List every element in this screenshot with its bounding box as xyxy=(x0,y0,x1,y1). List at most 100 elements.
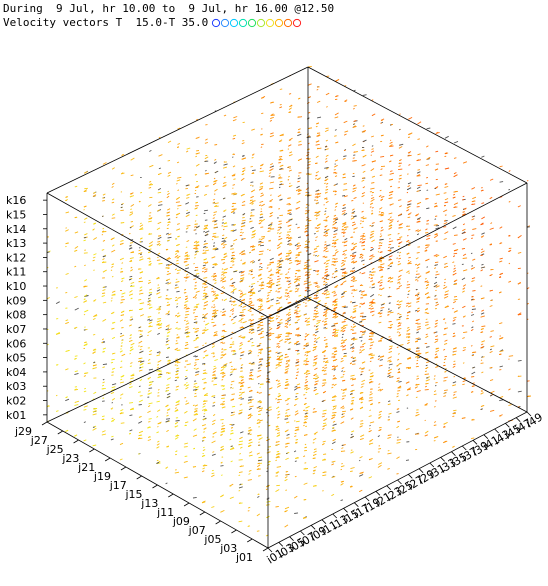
velocity-vector xyxy=(343,324,348,327)
velocity-vector xyxy=(279,106,283,109)
velocity-vector xyxy=(257,434,262,437)
velocity-vector xyxy=(304,397,307,400)
velocity-vector xyxy=(259,358,262,360)
velocity-vector xyxy=(277,395,282,398)
velocity-vector xyxy=(294,512,299,514)
velocity-vector xyxy=(192,418,197,422)
velocity-vector xyxy=(341,291,345,295)
velocity-vector xyxy=(388,224,392,227)
velocity-vector xyxy=(517,313,520,316)
velocity-vector xyxy=(379,220,383,223)
velocity-vector xyxy=(371,113,376,117)
velocity-vector xyxy=(195,136,200,139)
velocity-vector xyxy=(295,334,300,336)
velocity-vector xyxy=(222,323,226,326)
velocity-vector xyxy=(416,346,419,349)
velocity-vector xyxy=(185,276,190,279)
velocity-vector xyxy=(167,171,172,174)
velocity-vector xyxy=(238,319,243,322)
velocity-vector xyxy=(343,183,346,185)
velocity-vector xyxy=(55,410,59,412)
velocity-vector xyxy=(407,185,411,188)
velocity-vector xyxy=(342,241,347,243)
velocity-vector xyxy=(156,443,160,446)
velocity-vector xyxy=(102,366,105,369)
velocity-vector xyxy=(251,344,255,347)
velocity-vector xyxy=(305,224,308,227)
velocity-vector xyxy=(324,302,327,305)
velocity-vector xyxy=(343,355,347,358)
velocity-vector xyxy=(111,386,116,389)
velocity-vector xyxy=(275,302,279,305)
velocity-vector xyxy=(203,446,205,449)
velocity-vector xyxy=(241,376,245,379)
velocity-vector xyxy=(202,283,205,285)
velocity-vector xyxy=(92,398,95,401)
velocity-vector xyxy=(424,249,428,252)
velocity-vector xyxy=(223,236,228,240)
velocity-vector xyxy=(120,222,123,224)
velocity-vector xyxy=(240,354,244,357)
velocity-vector xyxy=(119,257,124,261)
velocity-vector xyxy=(230,380,235,383)
velocity-vector xyxy=(279,322,283,324)
velocity-vector xyxy=(306,323,311,326)
velocity-vector xyxy=(288,268,291,270)
velocity-vector xyxy=(332,407,337,411)
velocity-vector xyxy=(257,290,261,292)
velocity-vector xyxy=(233,208,237,211)
velocity-vector xyxy=(212,431,217,435)
velocity-vector xyxy=(424,277,427,280)
velocity-vector xyxy=(203,277,208,279)
velocity-vector xyxy=(167,239,170,242)
velocity-vector xyxy=(324,290,326,292)
velocity-vector xyxy=(303,347,306,350)
velocity-vector xyxy=(165,356,169,359)
velocity-vector xyxy=(414,387,417,389)
velocity-vector xyxy=(248,469,252,472)
velocity-vector xyxy=(138,252,143,255)
velocity-vector xyxy=(462,257,468,259)
velocity-vector xyxy=(166,272,171,276)
velocity-vector xyxy=(359,437,364,441)
velocity-vector xyxy=(331,416,336,420)
velocity-vector xyxy=(203,286,208,289)
velocity-vector xyxy=(211,306,213,308)
velocity-vector xyxy=(331,324,336,327)
velocity-vector xyxy=(174,253,178,255)
velocity-vector xyxy=(396,257,398,259)
velocity-vector xyxy=(56,364,59,366)
velocity-vector xyxy=(230,260,234,263)
velocity-vector xyxy=(416,390,421,393)
velocity-vector xyxy=(138,277,143,280)
velocity-vector xyxy=(194,373,199,376)
velocity-vector xyxy=(378,321,382,324)
velocity-vector xyxy=(260,210,263,213)
velocity-vector xyxy=(267,334,272,337)
velocity-vector xyxy=(195,118,199,121)
velocity-vector xyxy=(193,367,196,370)
velocity-vector xyxy=(368,442,374,445)
velocity-vector xyxy=(287,224,292,227)
velocity-vector xyxy=(350,326,353,328)
velocity-vector xyxy=(397,420,401,423)
velocity-vector xyxy=(340,268,345,271)
velocity-vector xyxy=(444,135,449,139)
velocity-vector xyxy=(240,398,244,400)
velocity-vector xyxy=(333,233,338,236)
velocity-vector xyxy=(368,258,372,260)
velocity-vector xyxy=(203,289,206,292)
velocity-vector xyxy=(342,157,346,160)
velocity-vector xyxy=(175,450,178,453)
velocity-vector xyxy=(380,263,385,266)
velocity-vector xyxy=(397,278,402,281)
velocity-vector xyxy=(352,309,357,313)
velocity-vector xyxy=(139,237,143,240)
velocity-vector xyxy=(361,333,365,336)
velocity-vector xyxy=(110,361,114,364)
velocity-vector xyxy=(304,350,309,353)
velocity-vector xyxy=(259,219,262,222)
velocity-vector xyxy=(332,375,336,377)
velocity-vector xyxy=(174,422,177,425)
velocity-vector xyxy=(222,353,227,357)
